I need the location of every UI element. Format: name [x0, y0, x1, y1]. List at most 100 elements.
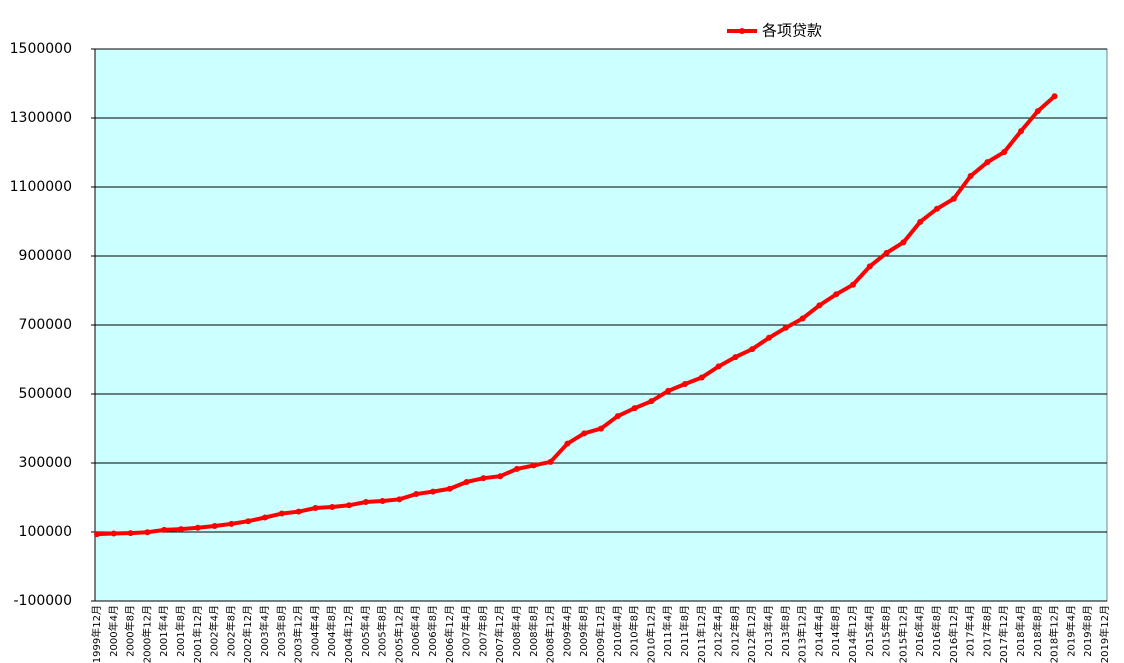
data-point	[883, 249, 890, 256]
data-point	[346, 502, 352, 509]
y-tick-label: 700000	[19, 317, 72, 333]
x-tick-label: 2002年8月	[224, 605, 237, 657]
x-tick-label: 2008年4月	[510, 605, 523, 657]
data-point	[816, 302, 823, 309]
data-point	[463, 478, 470, 485]
data-point	[228, 520, 235, 527]
x-tick-label: 2019年8月	[1081, 605, 1094, 657]
data-point	[665, 387, 672, 394]
x-tick-label: 2008年12月	[544, 605, 557, 663]
data-point	[396, 496, 403, 503]
x-tick-label: 2001年4月	[157, 605, 170, 657]
data-point	[564, 440, 571, 447]
data-point	[194, 524, 201, 531]
data-point	[749, 346, 756, 353]
x-tick-label: 2009年4月	[560, 605, 573, 657]
x-tick-label: 2015年8月	[880, 605, 893, 657]
data-point	[379, 497, 386, 504]
legend-label: 各项贷款	[762, 22, 822, 40]
x-tick-label: 2017年12月	[997, 605, 1010, 663]
data-point	[430, 488, 436, 495]
x-tick-label: 2005年4月	[359, 605, 372, 657]
x-tick-label: 2009年12月	[594, 605, 607, 663]
x-tick-label: 2013年4月	[762, 605, 775, 657]
x-tick-label: 2006年12月	[443, 605, 456, 663]
x-tick-label: 2007年12月	[493, 605, 506, 663]
data-point	[144, 529, 151, 536]
x-tick-label: 2015年12月	[896, 605, 909, 663]
x-tick-label: 2002年4月	[208, 605, 221, 657]
x-tick-label: 2004年4月	[308, 605, 321, 657]
x-tick-label: 2017年4月	[964, 605, 977, 657]
data-point	[245, 518, 252, 525]
x-tick-label: 2003年12月	[292, 605, 305, 663]
x-tick-label: 2016年8月	[930, 605, 943, 657]
data-point	[161, 526, 168, 533]
x-tick-label: 2018年8月	[1031, 605, 1044, 657]
data-point	[127, 530, 134, 537]
x-tick-label: 2018年12月	[1048, 605, 1061, 663]
x-tick-label: 2007年8月	[476, 605, 489, 657]
x-tick-label: 2012年12月	[745, 605, 758, 663]
x-tick-label: 2013年8月	[779, 605, 792, 657]
data-point	[514, 465, 520, 472]
data-point	[1018, 128, 1024, 135]
legend-marker	[739, 28, 745, 34]
x-tick-label: 2006年4月	[409, 605, 422, 657]
data-point	[312, 505, 319, 512]
y-tick-label: 1500000	[10, 41, 72, 57]
x-tick-label: 2014年8月	[829, 605, 842, 657]
y-tick-label: 500000	[19, 386, 72, 402]
x-tick-label: 2014年12月	[846, 605, 859, 663]
x-tick-label: 2009年8月	[577, 605, 590, 657]
x-tick-label: 2006年8月	[426, 605, 439, 657]
x-tick-label: 2014年4月	[812, 605, 825, 657]
data-point	[799, 315, 806, 322]
data-point	[934, 205, 940, 212]
x-tick-label: 2008年8月	[527, 605, 540, 657]
x-tick-label: 2004年12月	[342, 605, 355, 663]
x-tick-label: 2015年4月	[863, 605, 876, 657]
data-point	[295, 508, 302, 515]
x-tick-label: 2013年12月	[796, 605, 809, 663]
data-point	[631, 405, 638, 412]
x-tick-label: 2005年8月	[376, 605, 389, 657]
y-tick-label: 1100000	[10, 179, 72, 195]
data-point	[950, 195, 957, 202]
y-tick-label: 300000	[19, 455, 72, 471]
x-tick-label: 1999年12月	[90, 605, 103, 663]
data-point	[698, 374, 705, 381]
data-point	[211, 522, 218, 529]
data-point	[262, 514, 268, 521]
data-point	[1051, 93, 1058, 100]
data-point	[598, 425, 604, 432]
data-point	[984, 159, 991, 166]
data-point	[446, 485, 453, 492]
x-tick-label: 2000年4月	[107, 605, 120, 657]
data-point	[766, 334, 772, 341]
data-point	[547, 458, 554, 465]
data-line	[96, 94, 1056, 537]
y-tick-label: 100000	[19, 524, 72, 540]
data-point	[110, 530, 117, 537]
data-point	[530, 462, 537, 469]
x-tick-label: 2016年12月	[947, 605, 960, 663]
x-tick-label: 2017年8月	[980, 605, 993, 657]
data-point	[1001, 149, 1008, 156]
x-tick-label: 2019年4月	[1064, 605, 1077, 657]
data-point	[782, 324, 789, 331]
data-point	[682, 380, 688, 387]
x-tick-label: 2010年12月	[644, 605, 657, 663]
x-tick-label: 2010年8月	[628, 605, 641, 657]
x-tick-label: 2001年8月	[174, 605, 187, 657]
x-tick-label: 2001年12月	[191, 605, 204, 663]
data-point	[362, 498, 369, 505]
data-point	[866, 263, 873, 270]
data-point	[732, 354, 739, 361]
data-point	[581, 430, 588, 437]
data-point	[967, 172, 974, 179]
data-point	[715, 363, 722, 370]
data-point	[94, 531, 100, 538]
x-tick-label: 2016年4月	[913, 605, 926, 657]
data-point	[1034, 108, 1041, 115]
